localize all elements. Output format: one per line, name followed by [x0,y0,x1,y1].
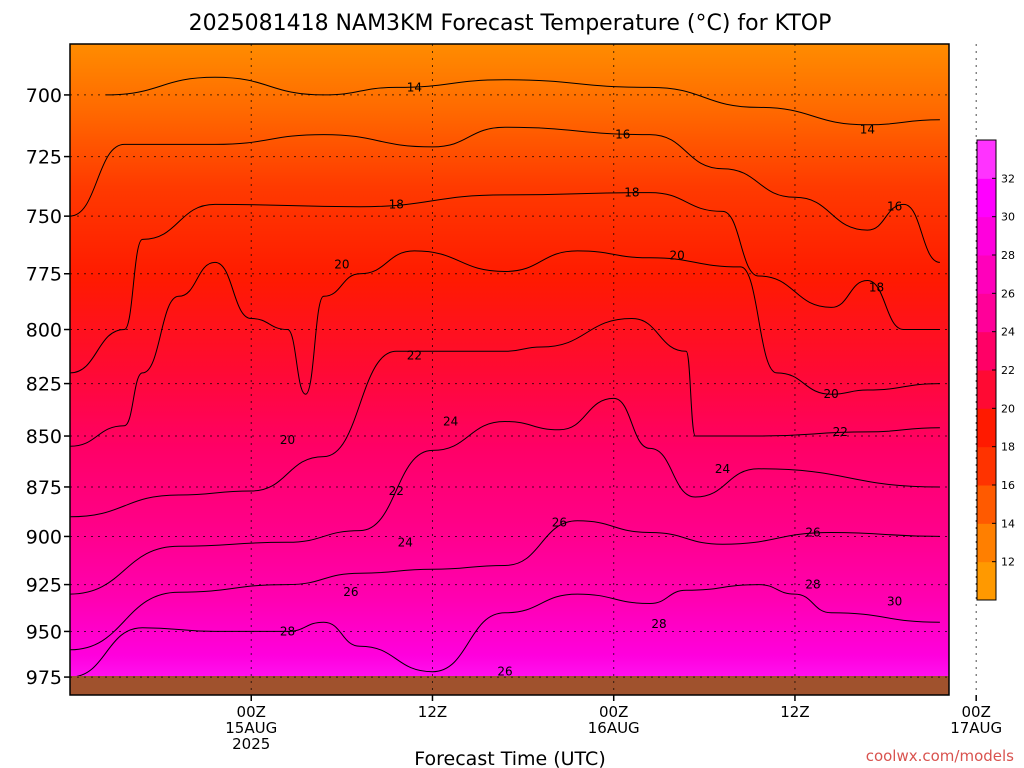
chart-title: 2025081418 NAM3KM Forecast Temperature (… [189,11,832,36]
contour-label: 20 [280,433,295,447]
contour-label: 26 [343,585,358,599]
contour-label: 24 [398,535,413,549]
contour-line-28 [70,584,940,678]
y-tick-label: 750 [26,206,62,228]
contour-label: 28 [651,617,666,631]
contour-label: 24 [443,415,458,429]
y-tick-label: 900 [26,526,62,548]
colorbar-label: 24 [1001,326,1015,339]
colorbar-label: 12 [1001,556,1015,569]
colorbar-segment [977,485,996,524]
contour-label: 26 [552,516,567,530]
colorbar-label: 26 [1001,287,1015,300]
contour-line-24 [70,397,940,595]
colorbar-label: 20 [1001,402,1015,415]
colorbar-segment [977,255,996,294]
x-tick-label: 00Z [961,703,990,721]
y-tick-label: 925 [26,575,62,597]
contour-line-14 [106,76,940,126]
colorbar-label: 30 [1001,211,1015,224]
contour-label: 20 [334,258,349,272]
x-tick-label: 17AUG [950,719,1002,737]
contour-label: 16 [887,200,902,214]
x-tick-label: 2025 [232,735,270,753]
colorbar-label: 16 [1001,479,1015,492]
y-tick-label: 825 [26,374,62,396]
colorbar-segment [977,140,996,179]
colorbar-segment [977,370,996,409]
colorbar-segment [977,446,996,486]
y-tick-label: 850 [26,426,62,448]
contour-line-26 [70,520,940,651]
contour-label: 14 [407,80,422,94]
temperature-field [70,44,949,695]
colorbar-segment [977,216,996,256]
ground-surface [70,676,949,695]
contour-line-20 [70,250,940,447]
colorbar-label: 14 [1001,517,1015,530]
contour-label: 18 [389,197,404,211]
colorbar: 12 14 16 18 20 22 24 26 28 30 32 [976,139,1015,601]
contour-label: 24 [715,462,730,476]
contour-label: 18 [624,186,639,200]
y-tick-label: 800 [26,320,62,342]
contour-label: 20 [824,387,839,401]
y-tick-label: 775 [26,264,62,286]
colorbar-label: 22 [1001,364,1015,377]
colorbar-segment [977,331,996,371]
y-tick-label: 950 [26,621,62,643]
y-tick-label: 975 [26,667,62,689]
contour-label: 22 [389,484,404,498]
x-tick-label: 15AUG [225,719,277,737]
x-axis-label: Forecast Time (UTC) [414,748,605,768]
x-tick-label: 16AUG [588,719,640,737]
contour-label: 22 [407,349,422,363]
plot-frame [69,43,950,696]
y-tick-label: 875 [26,477,62,499]
colorbar-label: 28 [1001,249,1015,262]
contour-label: 20 [670,249,685,263]
contour-label: 22 [833,425,848,439]
contour-label: 18 [869,280,884,294]
x-tick-label: 00Z [237,703,266,721]
colorbar-segment [977,523,996,563]
y-tick-label: 725 [26,147,62,169]
contour-label: 14 [860,123,875,137]
contour-label: 26 [497,665,512,679]
contour-line-16 [70,126,941,263]
contour-line-22 [70,317,940,518]
colorbar-segment [977,561,996,601]
colorbar-segment [977,293,996,333]
x-tick-label: 12Z [780,703,809,721]
colorbar-label: 32 [1001,172,1015,185]
pressure-axis: 700 725 750 775 800 825 850 875 900 925 950 975 [26,85,70,689]
contour-label: 26 [805,526,820,540]
y-tick-label: 700 [26,85,62,107]
contour-line-18 [70,192,940,374]
contour-label: 30 [887,595,902,609]
contour-label: 16 [615,128,630,142]
colorbar-segment [977,408,996,448]
x-tick-label: 00Z [599,703,628,721]
colorbar-segment [977,178,996,218]
credit-text: coolwx.com/models [866,747,1014,765]
x-tick-label: 12Z [418,703,447,721]
plot-area: 14 16 14 18 18 16 20 20 18 22 20 20 24 22 22 24 24 26 26 26… [69,43,977,696]
colorbar-label: 18 [1001,441,1015,454]
